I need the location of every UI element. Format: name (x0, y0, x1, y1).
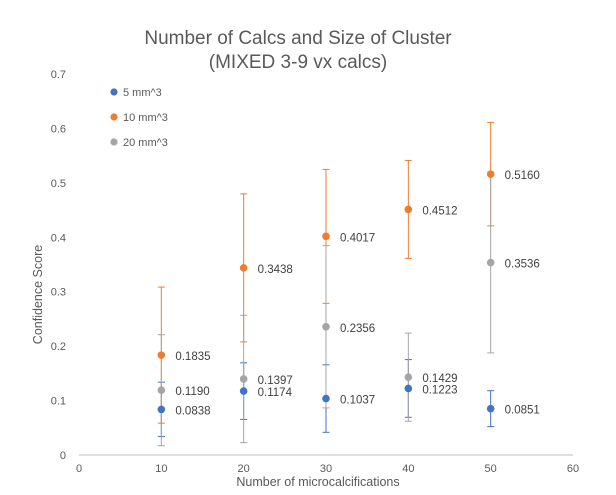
data-point (239, 264, 248, 272)
y-tick-label: 0.5 (51, 178, 66, 190)
legend-label: 5 mm^3 (123, 87, 162, 99)
y-tick-label: 0.7 (51, 69, 66, 81)
x-tick-label: 0 (76, 463, 82, 475)
data-labels: 0.0838 0.1174 0.1037 0.1223 0.0851 0.1835 0.34… (175, 170, 540, 417)
x-tick-label: 10 (155, 463, 167, 475)
data-label: 0.0838 (175, 405, 210, 417)
data-label: 0.1190 (175, 386, 209, 398)
x-axis-ticks: 0 10 20 30 40 50 60 (76, 463, 579, 475)
data-point (322, 322, 330, 331)
y-tick-label: 0.6 (51, 123, 66, 135)
data-point (322, 394, 330, 403)
y-tick-label: 0.4 (51, 232, 66, 244)
x-tick-label: 60 (567, 463, 579, 475)
data-label: 0.1835 (175, 351, 210, 363)
y-tick-label: 0.3 (51, 287, 66, 299)
data-label: 0.1429 (422, 373, 457, 385)
data-point (157, 351, 166, 359)
chart-title-line-1: Number of Calcs and Size of Cluster (144, 28, 452, 49)
y-tick-label: 0.2 (51, 341, 66, 353)
data-points (157, 170, 495, 414)
data-point (404, 373, 413, 382)
legend-marker (110, 113, 118, 121)
data-label: 0.4017 (340, 232, 375, 244)
data-label: 0.1397 (258, 375, 293, 387)
x-tick-label: 30 (320, 463, 332, 475)
y-axis-ticks: 0 0.1 0.2 0.3 0.4 0.5 0.6 0.7 (51, 69, 66, 462)
data-label: 0.3536 (505, 259, 540, 271)
x-tick-label: 40 (402, 463, 414, 475)
data-label: 0.0851 (505, 405, 540, 417)
data-label: 0.4512 (422, 205, 457, 217)
legend-marker (110, 88, 118, 96)
x-tick-label: 50 (485, 463, 497, 475)
legend: 5 mm^3 10 mm^3 20 mm^3 (110, 87, 168, 149)
chart-title-line-2: (MIXED 3-9 vx calcs) (209, 52, 387, 73)
data-point (486, 404, 495, 413)
data-point (157, 405, 166, 414)
data-point (157, 386, 166, 395)
data-point (404, 384, 413, 393)
data-point (239, 375, 248, 383)
y-tick-label: 0.1 (51, 396, 66, 408)
legend-marker (110, 138, 118, 146)
data-point (239, 387, 248, 395)
y-axis-title: Confidence Score (31, 245, 45, 344)
data-label: 0.1223 (422, 384, 457, 396)
data-point (486, 258, 495, 267)
data-label: 0.3438 (258, 264, 293, 276)
legend-label: 20 mm^3 (123, 137, 168, 149)
x-axis-title: Number of microcalcifications (236, 475, 399, 489)
data-label: 0.2356 (340, 323, 375, 335)
x-tick-label: 20 (238, 463, 250, 475)
data-label: 0.1037 (340, 395, 375, 407)
data-point (322, 232, 330, 241)
chart-title: Number of Calcs and Size of Cluster (MIX… (144, 28, 452, 73)
data-point (404, 205, 413, 214)
data-point (486, 170, 495, 178)
data-label: 0.5160 (505, 170, 540, 182)
data-label: 0.1174 (258, 387, 293, 399)
y-tick-label: 0 (60, 450, 66, 462)
legend-label: 10 mm^3 (123, 112, 168, 124)
